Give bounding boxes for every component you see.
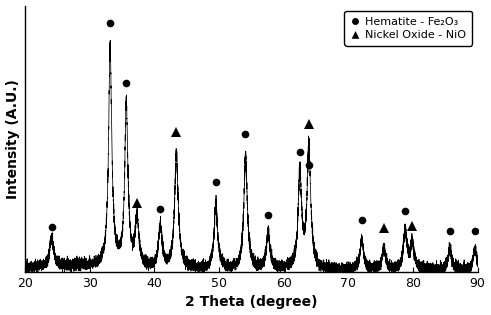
Legend: Hematite - Fe₂O₃, Nickel Oxide - NiO: Hematite - Fe₂O₃, Nickel Oxide - NiO [344, 11, 472, 46]
Y-axis label: Intensity (A.U.): Intensity (A.U.) [5, 79, 20, 199]
X-axis label: 2 Theta (degree): 2 Theta (degree) [185, 295, 318, 309]
